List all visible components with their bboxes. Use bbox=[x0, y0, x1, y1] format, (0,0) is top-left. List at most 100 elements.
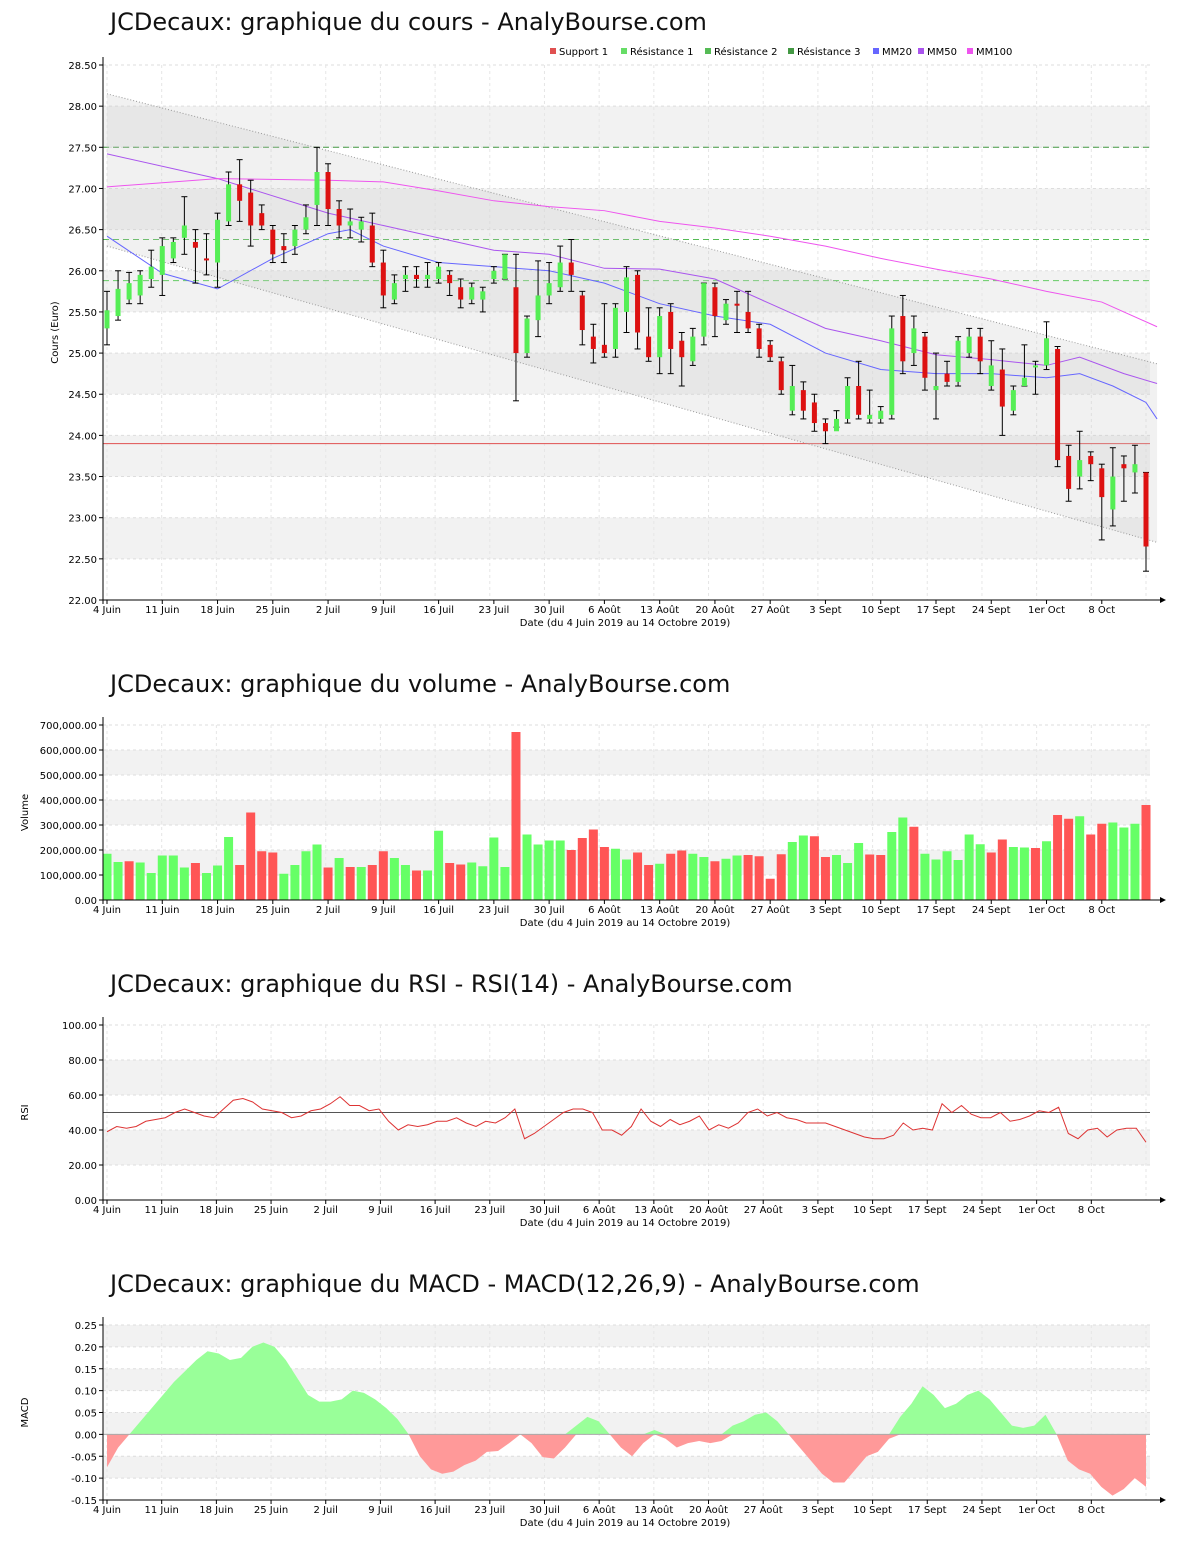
price-x-tick-label: 8 Oct bbox=[1088, 605, 1115, 616]
volume-x-tick-label: 4 Juin bbox=[93, 905, 121, 916]
legend-item: MM100 bbox=[967, 47, 1012, 58]
candle-body bbox=[889, 328, 895, 415]
candle bbox=[214, 212, 221, 288]
price-chart-title: JCDecaux: graphique du cours - AnalyBour… bbox=[110, 8, 707, 36]
volume-bar bbox=[555, 840, 565, 900]
price-y-tick-label: 22.50 bbox=[68, 555, 97, 566]
legend-swatch bbox=[621, 48, 627, 54]
candle-body bbox=[159, 246, 165, 275]
volume-bar bbox=[334, 858, 344, 900]
volume-x-tick-label: 13 Août bbox=[640, 904, 679, 916]
volume-x-axis-arrow bbox=[1160, 897, 1166, 903]
price-y-tick-label: 22.00 bbox=[68, 596, 97, 607]
candle-body bbox=[1143, 472, 1149, 547]
volume-y-tick-label: 500,000.00 bbox=[40, 771, 97, 782]
volume-bar bbox=[655, 863, 665, 900]
volume-bar bbox=[644, 865, 654, 900]
volume-bar bbox=[787, 842, 797, 900]
volume-bar bbox=[986, 852, 996, 900]
legend-swatch bbox=[705, 48, 711, 54]
rsi-x-tick-label: 18 Juin bbox=[199, 1205, 233, 1216]
candle-body bbox=[270, 229, 276, 255]
candle bbox=[568, 238, 575, 292]
macd-y-tick-label: 0.10 bbox=[75, 1387, 97, 1398]
rsi-y-tick-label: 20.00 bbox=[68, 1161, 97, 1172]
volume-x-tick-label: 2 Juil bbox=[316, 905, 340, 916]
candle-body bbox=[215, 219, 221, 263]
macd-x-tick-label: 11 Juin bbox=[145, 1505, 179, 1516]
price-y-tick-label: 24.50 bbox=[68, 390, 97, 401]
candle-body bbox=[767, 344, 773, 358]
candle bbox=[822, 418, 829, 445]
macd-x-tick-label: 6 Août bbox=[583, 1504, 616, 1516]
candle bbox=[800, 381, 807, 420]
volume-bar bbox=[566, 850, 576, 900]
volume-bar bbox=[146, 873, 156, 900]
candle bbox=[546, 262, 553, 305]
candle-body bbox=[723, 303, 729, 321]
volume-bar bbox=[113, 862, 123, 900]
macd-x-tick-label: 30 Juil bbox=[529, 1505, 560, 1516]
volume-x-tick-label: 25 Juin bbox=[256, 905, 290, 916]
candle-body bbox=[568, 262, 574, 275]
macd-y-tick-label: -0.15 bbox=[71, 1496, 97, 1507]
candle-body bbox=[701, 283, 707, 337]
rsi-x-tick-label: 25 Juin bbox=[254, 1205, 288, 1216]
price-x-tick-label: 23 Juil bbox=[478, 605, 509, 616]
price-x-tick-label: 11 Juin bbox=[145, 605, 179, 616]
legend-item: Résistance 3 bbox=[788, 46, 860, 58]
macd-chart-title: JCDecaux: graphique du MACD - MACD(12,26… bbox=[110, 1270, 920, 1298]
candle-body bbox=[115, 288, 121, 317]
candle bbox=[601, 303, 608, 358]
price-y-tick-label: 23.50 bbox=[68, 473, 97, 484]
volume-x-tick-label: 20 Août bbox=[695, 904, 734, 916]
volume-y-tick-label: 0.00 bbox=[75, 896, 97, 907]
legend-item: Résistance 1 bbox=[621, 46, 693, 58]
volume-bar bbox=[290, 865, 300, 900]
volume-y-tick-label: 300,000.00 bbox=[40, 821, 97, 832]
macd-x-tick-label: 8 Oct bbox=[1078, 1505, 1105, 1516]
volume-bar bbox=[721, 858, 731, 900]
volume-y-tick-label: 600,000.00 bbox=[40, 746, 97, 757]
candle bbox=[258, 204, 265, 231]
legend-label: Résistance 1 bbox=[630, 46, 693, 58]
candle bbox=[1065, 444, 1072, 502]
candle bbox=[501, 253, 508, 280]
candle-body bbox=[358, 221, 364, 230]
candle-body bbox=[690, 336, 696, 362]
macd-x-tick-label: 20 Août bbox=[689, 1504, 728, 1516]
volume-bar bbox=[1119, 827, 1129, 900]
candle bbox=[1032, 360, 1039, 395]
volume-bar bbox=[235, 865, 245, 900]
volume-bar bbox=[699, 857, 709, 900]
candle-body bbox=[292, 229, 298, 247]
volume-bar bbox=[511, 732, 521, 900]
candle bbox=[700, 282, 707, 346]
candle bbox=[888, 315, 895, 420]
price-band bbox=[103, 188, 1150, 230]
candle-body bbox=[778, 361, 784, 391]
candle-body bbox=[325, 172, 331, 210]
candle-body bbox=[148, 266, 154, 279]
rsi-x-tick-label: 3 Sept bbox=[802, 1205, 834, 1216]
volume-x-tick-label: 23 Juil bbox=[478, 905, 509, 916]
candle bbox=[1076, 430, 1083, 490]
volume-bar bbox=[1053, 815, 1063, 900]
candle bbox=[833, 410, 840, 432]
price-x-tick-label: 18 Juin bbox=[200, 605, 234, 616]
candle bbox=[181, 196, 188, 255]
candle bbox=[877, 406, 884, 424]
volume-bar bbox=[500, 867, 510, 900]
volume-y-tick-label: 700,000.00 bbox=[40, 721, 97, 732]
candle bbox=[1087, 451, 1094, 482]
volume-bar bbox=[423, 870, 433, 900]
rsi-x-tick-label: 9 Juil bbox=[368, 1205, 392, 1216]
candle bbox=[115, 270, 122, 321]
volume-x-tick-label: 3 Sept bbox=[809, 905, 841, 916]
candle bbox=[921, 332, 928, 391]
candle-body bbox=[1110, 476, 1116, 510]
candle-body bbox=[911, 328, 917, 354]
volume-bar bbox=[1086, 834, 1096, 900]
volume-bar bbox=[1030, 848, 1040, 900]
candle bbox=[1054, 345, 1061, 468]
